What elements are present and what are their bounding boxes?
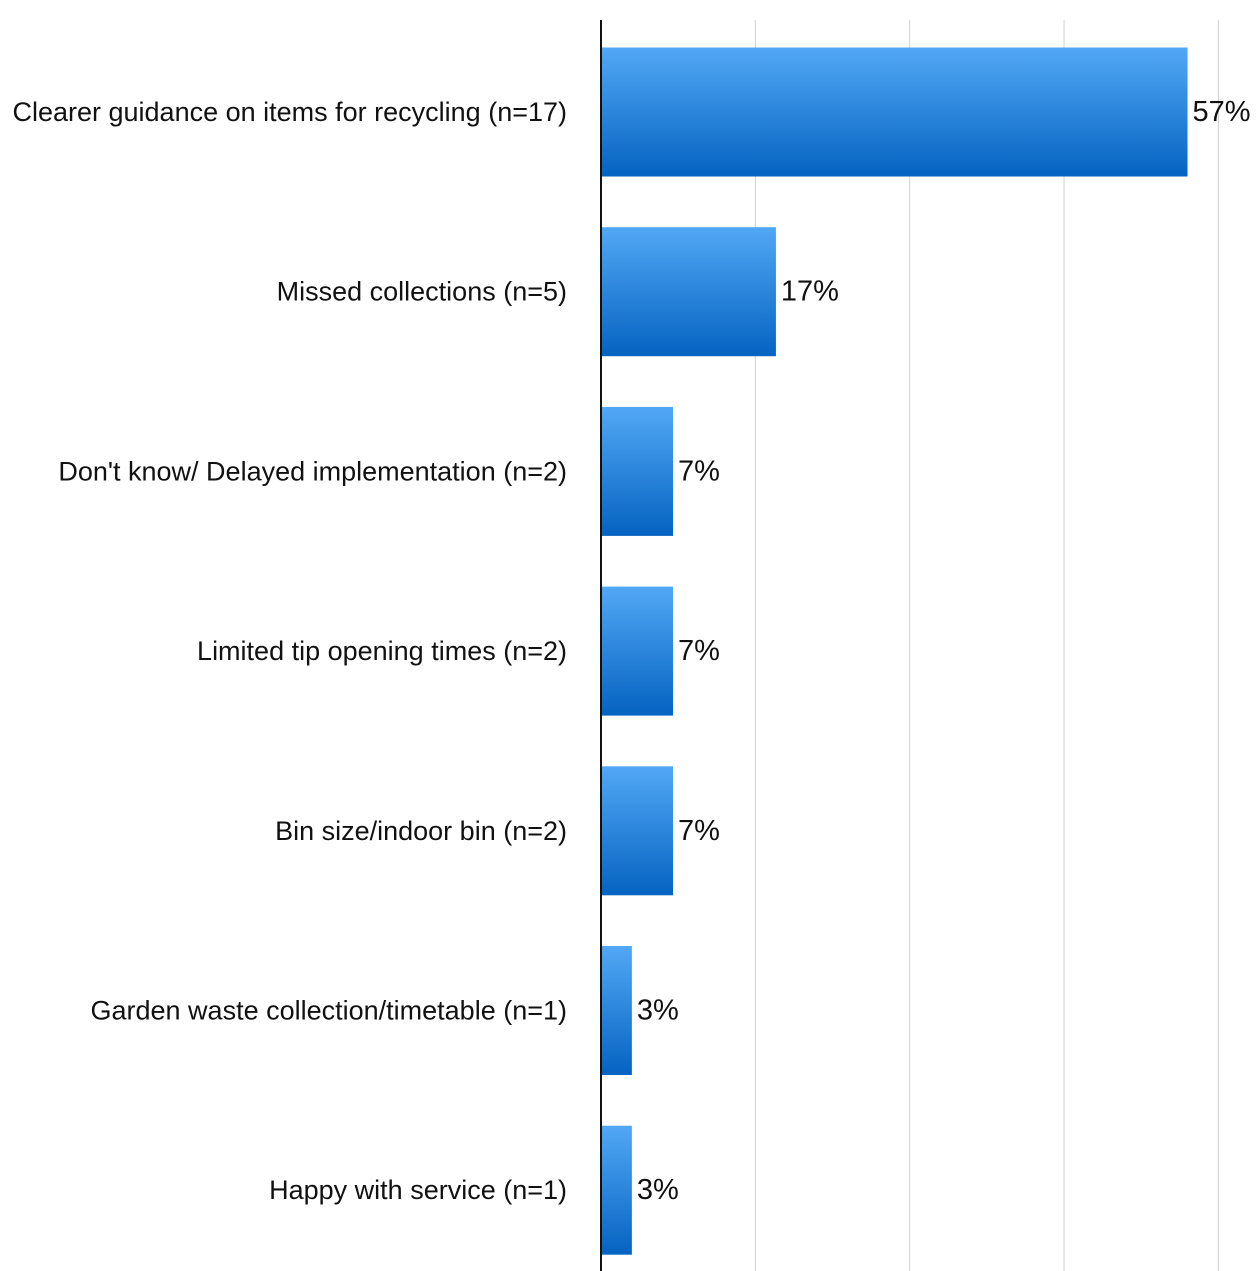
- bar: [601, 47, 1188, 177]
- bar: [601, 227, 776, 357]
- value-label: 3%: [637, 1174, 679, 1206]
- value-label: 7%: [678, 455, 720, 487]
- category-labels: Clearer guidance on items for recycling …: [12, 97, 567, 1205]
- bar: [601, 946, 632, 1075]
- value-label: 7%: [678, 635, 720, 667]
- bars: [601, 47, 1188, 1255]
- value-label: 17%: [781, 276, 839, 308]
- category-label: Limited tip opening times (n=2): [197, 636, 567, 666]
- value-label: 7%: [678, 815, 720, 847]
- bar: [601, 406, 674, 536]
- category-label: Clearer guidance on items for recycling …: [12, 97, 567, 127]
- category-label: Don't know/ Delayed implementation (n=2): [58, 456, 567, 486]
- value-label: 57%: [1193, 96, 1251, 128]
- bar: [601, 586, 674, 716]
- category-label: Garden waste collection/timetable (n=1): [91, 996, 568, 1026]
- category-label: Bin size/indoor bin (n=2): [275, 816, 567, 846]
- bar: [601, 766, 674, 896]
- category-label: Happy with service (n=1): [269, 1175, 567, 1205]
- category-label: Missed collections (n=5): [277, 277, 567, 307]
- gridlines: [754, 20, 1219, 1271]
- bar: [601, 1125, 632, 1255]
- value-labels: 57% 17% 7% 7% 7% 3% 3%: [637, 96, 1251, 1206]
- value-label: 3%: [637, 995, 679, 1027]
